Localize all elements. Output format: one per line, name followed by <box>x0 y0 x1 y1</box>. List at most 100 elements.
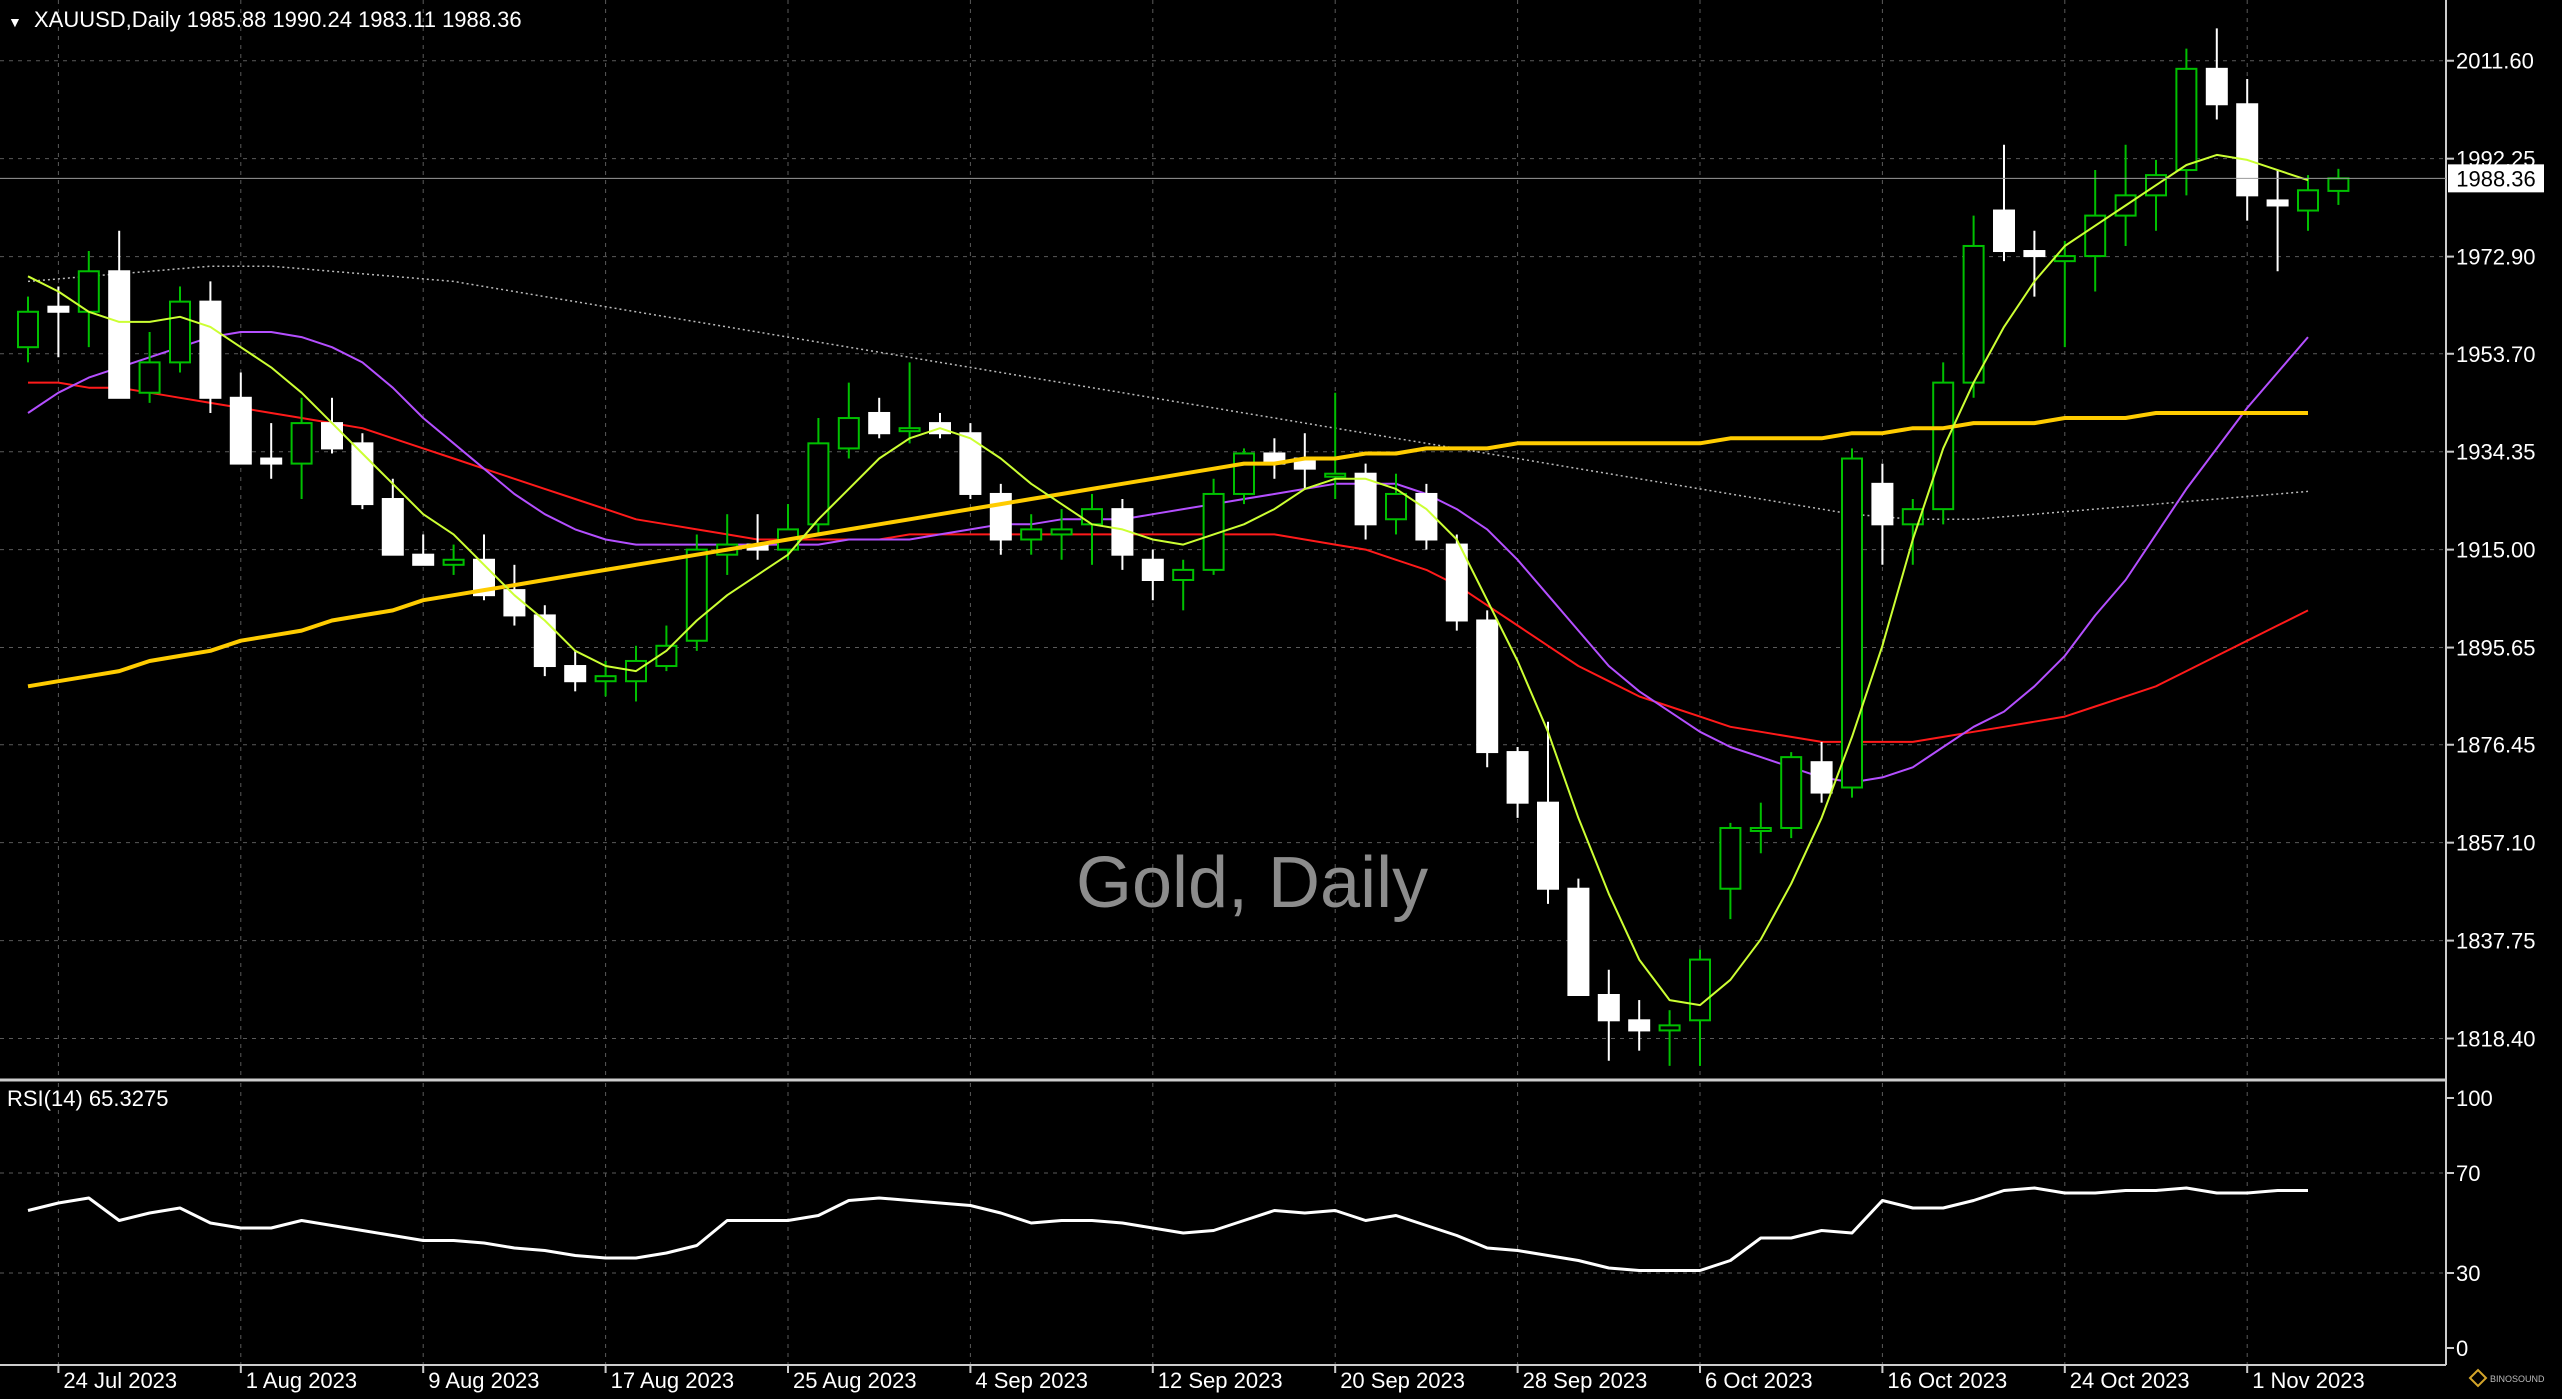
candle-body <box>1050 528 1073 536</box>
symbol-header: ▼ XAUUSD,Daily 1985.88 1990.24 1983.11 1… <box>8 7 522 33</box>
candle-body <box>1385 492 1407 521</box>
candle-body <box>959 432 982 495</box>
candle-body <box>290 422 313 465</box>
candle-body <box>1810 761 1833 794</box>
candle-body <box>1354 472 1377 526</box>
date-tick-label: 6 Oct 2023 <box>1705 1368 1813 1393</box>
candle-body <box>108 270 131 399</box>
date-tick-label: 4 Sep 2023 <box>975 1368 1088 1393</box>
price-tick-label: 1857.10 <box>2456 831 2536 856</box>
candle-body <box>533 614 556 668</box>
candle-body <box>685 548 708 642</box>
candle-body <box>1901 508 1924 526</box>
grid-lines <box>0 0 2446 1365</box>
candle-body <box>1567 887 1590 996</box>
candle-body <box>1172 568 1195 581</box>
candle-body <box>412 553 435 566</box>
price-tick-label: 1818.40 <box>2456 1027 2536 1052</box>
ma-200-line <box>27 411 2308 689</box>
candle-body <box>1020 528 1043 541</box>
candle-body <box>260 457 283 465</box>
candle-body <box>2297 189 2319 212</box>
price-tick-label: 1837.75 <box>2456 929 2536 954</box>
candle-body <box>169 300 191 364</box>
rsi-tick-label: 30 <box>2456 1261 2480 1286</box>
date-tick-label: 28 Sep 2023 <box>1523 1368 1648 1393</box>
candle-body <box>2236 103 2259 197</box>
candle-body <box>655 644 678 668</box>
candle-body <box>1841 457 1863 789</box>
candle-body <box>2205 67 2228 106</box>
candle-body <box>1932 381 1955 511</box>
collapse-arrow-icon[interactable]: ▼ <box>8 14 22 30</box>
candle-body <box>1780 756 1803 829</box>
candle-body <box>381 498 404 556</box>
rsi-tick-label: 70 <box>2456 1161 2480 1186</box>
candle-body <box>2327 177 2350 192</box>
candle-body <box>1871 482 1894 526</box>
rsi-header: RSI(14) 65.3275 <box>7 1086 169 1111</box>
candle-body <box>868 411 891 435</box>
logo-icon: BINOSOUND <box>2468 1368 2545 1388</box>
logo-text: BINOSOUND <box>2490 1374 2545 1384</box>
current-price-box <box>2448 164 2544 193</box>
candle-body <box>1081 508 1103 526</box>
ma-fast-line <box>27 153 2309 1007</box>
candle-body <box>564 665 587 683</box>
candle-body <box>1445 543 1468 622</box>
candles <box>17 28 2350 1066</box>
date-tick-label: 24 Jul 2023 <box>63 1368 177 1393</box>
price-tick-label: 1895.65 <box>2456 636 2536 661</box>
candle-body <box>1628 1019 1651 1032</box>
candle-body <box>1506 751 1529 804</box>
candle-body <box>229 396 252 465</box>
candle-body <box>138 361 161 394</box>
candle-body <box>2175 67 2198 172</box>
ma-dotted-line <box>27 265 2309 521</box>
watermark: Gold, Daily <box>1076 843 1428 923</box>
date-tick-label: 1 Aug 2023 <box>246 1368 357 1393</box>
candle-body <box>1658 1024 1681 1032</box>
ma-slow-line <box>28 381 2309 743</box>
candle-body <box>1324 472 1347 478</box>
price-tick-label: 1992.25 <box>2456 147 2536 172</box>
date-tick-label: 24 Oct 2023 <box>2070 1368 2190 1393</box>
rsi-tick-label: 100 <box>2456 1086 2493 1111</box>
logo-diamond-icon <box>2468 1368 2488 1388</box>
date-tick-label: 9 Aug 2023 <box>428 1368 539 1393</box>
ma-mid-line <box>27 331 2309 784</box>
candle-body <box>2023 250 2046 258</box>
candle-body <box>1476 619 1499 754</box>
date-tick-label: 1 Nov 2023 <box>2252 1368 2365 1393</box>
price-tick-label: 2011.60 <box>2456 49 2534 74</box>
candle-body <box>1689 958 1711 1022</box>
price-tick-label: 1953.70 <box>2456 342 2536 367</box>
candle-body <box>807 442 830 526</box>
symbol-header-text: XAUUSD,Daily 1985.88 1990.24 1983.11 198… <box>33 7 522 32</box>
candle-body <box>77 270 100 313</box>
candle-body <box>837 417 860 450</box>
candle-body <box>47 305 70 313</box>
candle-body <box>321 422 343 450</box>
candle-body <box>2084 214 2107 258</box>
candle-body <box>898 427 921 433</box>
current-price-label: 1988.36 <box>2456 166 2536 191</box>
price-tick-label: 1876.45 <box>2456 733 2536 758</box>
candle-body <box>1141 558 1164 581</box>
candle-body <box>2053 255 2076 263</box>
candle-body <box>442 558 465 566</box>
date-tick-label: 25 Aug 2023 <box>793 1368 917 1393</box>
price-tick-label: 1972.90 <box>2456 245 2536 270</box>
rsi-tick-label: 0 <box>2456 1336 2468 1361</box>
candle-body <box>1962 244 1985 384</box>
price-tick-label: 1915.00 <box>2456 538 2536 563</box>
candle-body <box>2266 199 2289 207</box>
candle-body <box>1537 801 1559 890</box>
price-tick-label: 1934.35 <box>2456 440 2536 465</box>
candle-body <box>989 492 1012 541</box>
candle-body <box>594 675 617 683</box>
candle-body <box>1597 993 1620 1022</box>
date-tick-label: 17 Aug 2023 <box>611 1368 735 1393</box>
